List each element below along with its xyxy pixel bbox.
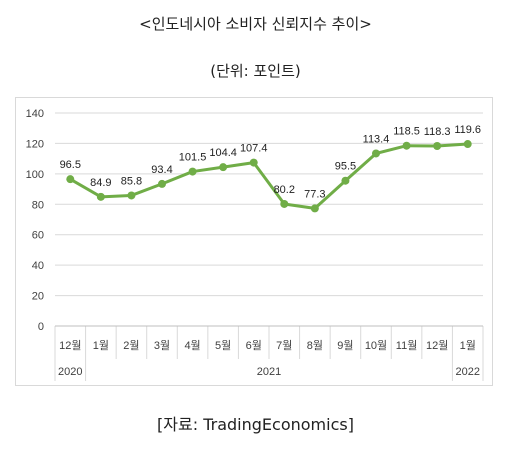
chart-title: <인도네시아 소비자 신뢰지수 추이> [139,15,372,33]
data-label: 84.9 [90,177,111,189]
x-tick-label: 3월 [154,339,170,352]
data-label: 93.4 [151,164,172,176]
y-tick-label: 140 [26,108,44,120]
x-tick-label: 5월 [215,339,231,352]
data-label: 95.5 [335,161,356,173]
data-label: 118.3 [424,126,451,138]
y-tick-label: 80 [32,199,44,211]
x-tick-label: 12월 [59,339,81,352]
data-label: 96.5 [60,159,81,171]
data-point [127,191,136,200]
year-label: 2022 [455,366,479,378]
x-tick-label: 9월 [337,339,353,352]
data-label: 118.5 [393,126,420,138]
data-point [219,163,228,172]
data-label: 104.4 [209,147,237,159]
data-point [341,176,350,185]
data-label: 119.6 [454,124,481,136]
y-tick-label: 40 [32,260,44,272]
y-tick-label: 120 [26,138,44,150]
data-point [66,175,75,184]
data-point [433,142,442,151]
x-tick-label: 10월 [365,339,387,352]
x-tick-label: 2월 [123,339,139,352]
y-axis: 0 20 40 60 80 100 120 140 [26,108,44,333]
source-note: [자료: TradingEconomics] [157,415,354,434]
x-axis: 12월 1월 2월 3월 4월 5월 6월 7월 8월 9월 10월 11월 12월 1월 2020 2021… [54,325,484,381]
data-labels: 96.5 84.9 85.8 93.4 101.5 104.4 107.4 80.2 77.3 9… [60,124,481,200]
chart-frame [15,97,493,386]
series [66,140,472,213]
year-label: 2021 [257,366,281,378]
data-point [249,158,258,167]
data-point [96,192,105,201]
data-label: 107.4 [240,143,268,155]
data-label: 101.5 [179,152,207,164]
data-label: 77.3 [304,188,325,200]
y-tick-label: 100 [26,169,44,181]
data-point [463,140,472,149]
data-point [402,141,411,150]
y-tick-label: 20 [32,291,44,303]
data-label: 80.2 [274,184,295,196]
data-label: 85.8 [121,175,142,187]
x-tick-label: 6월 [246,339,262,352]
y-tick-label: 0 [38,321,44,333]
data-point [158,179,166,188]
series-line [69,142,468,210]
year-label: 2020 [58,366,82,378]
data-point [188,167,197,176]
y-tick-label: 60 [32,230,44,242]
unit-label: (단위: 포인트) [210,62,301,80]
x-tick-label: 8월 [307,339,323,352]
x-tick-label: 1월 [93,339,109,352]
data-point [310,204,319,213]
data-point [372,149,380,158]
x-tick-label: 12월 [426,339,448,352]
x-tick-label: 11월 [396,339,418,352]
x-tick-label: 4월 [184,339,200,352]
x-tick-label: 7월 [276,339,292,352]
data-label: 113.4 [363,133,390,145]
x-tick-label: 1월 [460,339,476,352]
data-point [280,199,289,208]
